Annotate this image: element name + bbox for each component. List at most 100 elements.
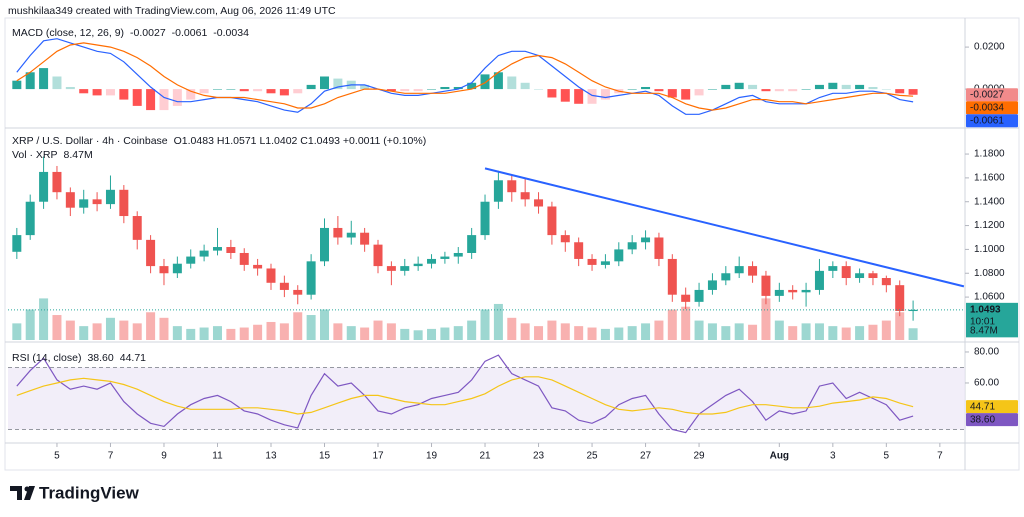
volume-bar [761, 298, 771, 340]
logo-icon [24, 486, 30, 492]
volume-bar [266, 321, 276, 340]
candle-body [159, 266, 169, 274]
x-tick-label: 7 [937, 451, 943, 462]
histogram-bar [92, 89, 102, 96]
volume-bar [734, 323, 744, 340]
volume-bar [520, 323, 530, 340]
candle-body [654, 237, 664, 259]
volume-bar [386, 323, 396, 340]
volume-bar [855, 326, 865, 340]
volume-bar [172, 326, 182, 340]
legend-text: 38.60 [87, 352, 113, 364]
histogram-bar [146, 89, 156, 111]
candle-body [814, 270, 824, 290]
histogram-bar [547, 89, 557, 98]
volume-bar [908, 328, 918, 340]
x-tick-label: 19 [426, 451, 438, 462]
histogram-bar [654, 89, 664, 92]
y-tick-label: 1.1000 [974, 244, 1005, 255]
volume-bar [627, 326, 637, 340]
candle-body [199, 250, 209, 257]
candle-body [641, 237, 651, 243]
candle-body [614, 249, 624, 262]
legend-text: O1.0483 H1.0571 L1.0402 C1.0493 +0.0011 … [174, 135, 427, 147]
volume-bar [360, 327, 370, 340]
histogram-bar [386, 89, 396, 92]
volume-bar [52, 315, 62, 340]
volume-bar [828, 326, 838, 340]
histogram-bar [400, 89, 410, 92]
logo: TradingView [10, 483, 140, 502]
volume-bar [306, 315, 316, 340]
volume-bar [212, 326, 222, 340]
candle-body [667, 258, 677, 295]
histogram-bar [801, 89, 811, 90]
price-label: -0.0034 [970, 102, 1004, 113]
candle-body [721, 273, 731, 281]
volume-bar [868, 324, 878, 340]
x-tick-label: 13 [265, 451, 277, 462]
volume-bar [641, 323, 651, 340]
x-tick-label: 3 [830, 451, 836, 462]
volume-bar [667, 309, 677, 340]
y-tick-label: 1.1600 [974, 173, 1005, 184]
candle-body [400, 266, 410, 271]
candle-body [895, 285, 905, 312]
candle-body [520, 192, 530, 200]
histogram-bar [253, 89, 263, 92]
candle-body [547, 206, 557, 236]
candle-body [386, 266, 396, 271]
histogram-bar [707, 89, 717, 90]
price-label: 38.60 [970, 414, 995, 425]
candle-body [587, 258, 597, 265]
candle-body [293, 289, 303, 295]
legend-text: RSI (14, close) [12, 352, 81, 364]
x-tick-label: 7 [108, 451, 114, 462]
volume-bar [467, 320, 477, 340]
volume-bar [373, 320, 383, 340]
histogram-bar [25, 72, 35, 90]
price-label-box [966, 101, 1018, 115]
histogram-bar [520, 82, 530, 90]
histogram-bar [105, 89, 115, 96]
histogram-bar [667, 89, 677, 98]
volume-value: 8.47M [970, 325, 998, 336]
candle-body [774, 289, 784, 296]
candle-body [360, 232, 370, 245]
candle-body [12, 235, 22, 252]
candle-body [801, 289, 811, 293]
series-line [16, 42, 914, 111]
candle-body [279, 282, 289, 290]
candle-body [828, 266, 838, 271]
candle-body [212, 247, 222, 251]
legend-text: -0.0034 [213, 27, 249, 39]
x-tick-label: 21 [479, 451, 491, 462]
y-tick-label: 60.00 [974, 378, 999, 389]
volume-bar [587, 327, 597, 340]
candle-body [39, 171, 49, 202]
candle-body [734, 266, 744, 274]
histogram-bar [587, 89, 597, 104]
price-label: -0.0027 [970, 89, 1004, 100]
x-tick-label: 5 [54, 451, 60, 462]
x-tick-label: 11 [212, 451, 223, 462]
histogram-bar [774, 89, 784, 92]
histogram-bar [12, 80, 22, 90]
candle-body [132, 216, 142, 240]
histogram-bar [172, 89, 182, 106]
legend-text: MACD (close, 12, 26, 9) [12, 27, 124, 39]
candle-body [908, 309, 918, 312]
histogram-bar [694, 89, 704, 96]
volume-bar [199, 327, 209, 340]
histogram-bar [627, 89, 637, 90]
legend-text: Vol · XRP [12, 149, 58, 161]
y-tick-label: 1.0800 [974, 268, 1005, 279]
candle-body [186, 256, 196, 264]
x-tick-label: 27 [640, 451, 652, 462]
volume-bar [159, 317, 169, 340]
candle-body [413, 263, 423, 267]
header-text: mushkilaa349 created with TradingView.co… [8, 5, 336, 17]
histogram-bar [79, 89, 89, 94]
volume-bar [320, 309, 330, 340]
